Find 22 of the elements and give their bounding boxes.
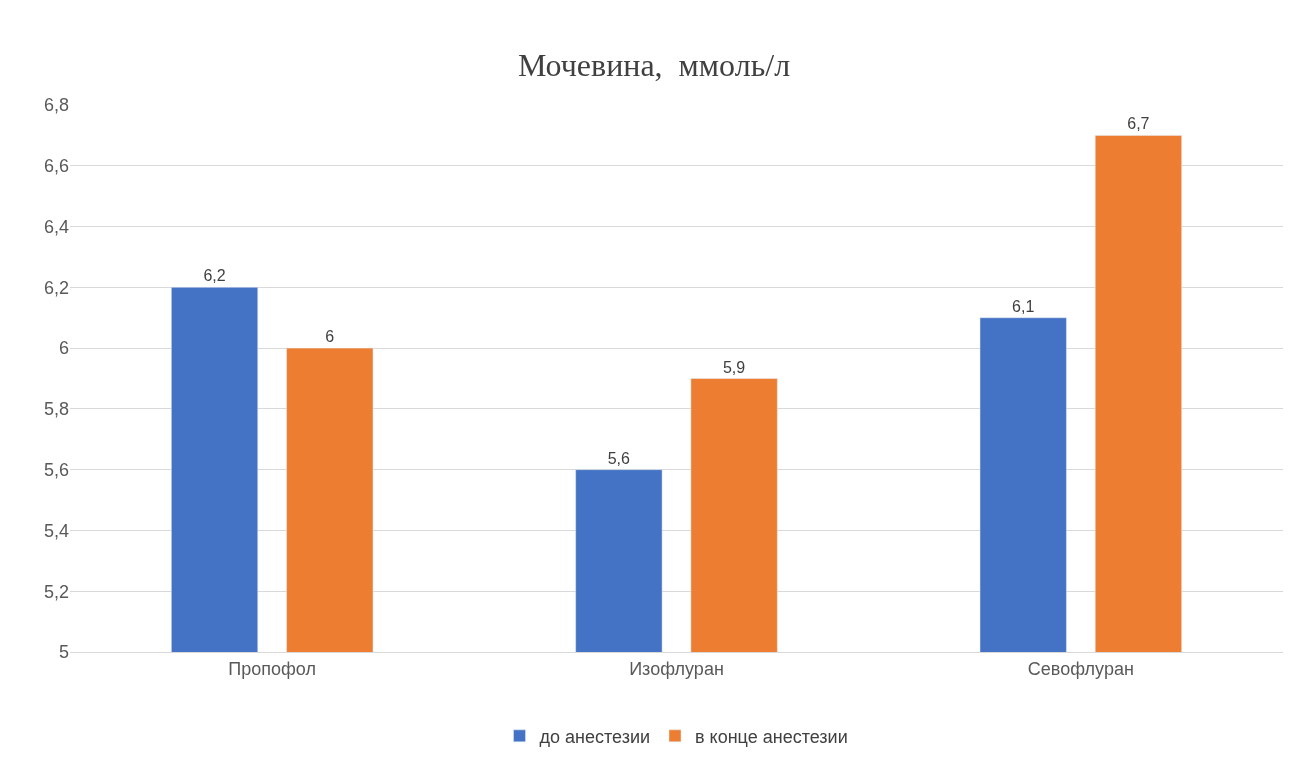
x-tick-label: Севофлуран <box>1027 658 1134 679</box>
y-tick-label: 5,4 <box>43 520 69 541</box>
legend-label: в конце анестезии <box>695 726 848 747</box>
y-tick-label: 6,8 <box>43 95 69 116</box>
data-label: 6,2 <box>203 267 226 285</box>
data-label: 6,1 <box>1012 297 1035 315</box>
y-tick-label: 6,2 <box>43 277 69 298</box>
y-tick-label: 6,6 <box>43 156 69 177</box>
data-label: 6 <box>325 328 335 346</box>
y-tick-label: 6,4 <box>43 216 69 237</box>
x-tick-label: Пропофол <box>228 658 316 679</box>
legend-label: до анестезии <box>539 726 650 747</box>
data-label: 5,6 <box>607 449 631 467</box>
data-label: 5,9 <box>722 358 746 376</box>
chart-title: Мочевина, ммоль/л <box>517 47 791 84</box>
y-tick-label: 5,8 <box>43 399 69 420</box>
y-tick-label: 5,2 <box>43 581 69 602</box>
y-tick-label: 5,6 <box>43 459 69 480</box>
x-tick-label: Изофлуран <box>629 658 724 679</box>
data-label: 6,7 <box>1127 115 1150 133</box>
y-tick-label: 6 <box>58 338 69 359</box>
y-tick-label: 5 <box>58 642 69 663</box>
